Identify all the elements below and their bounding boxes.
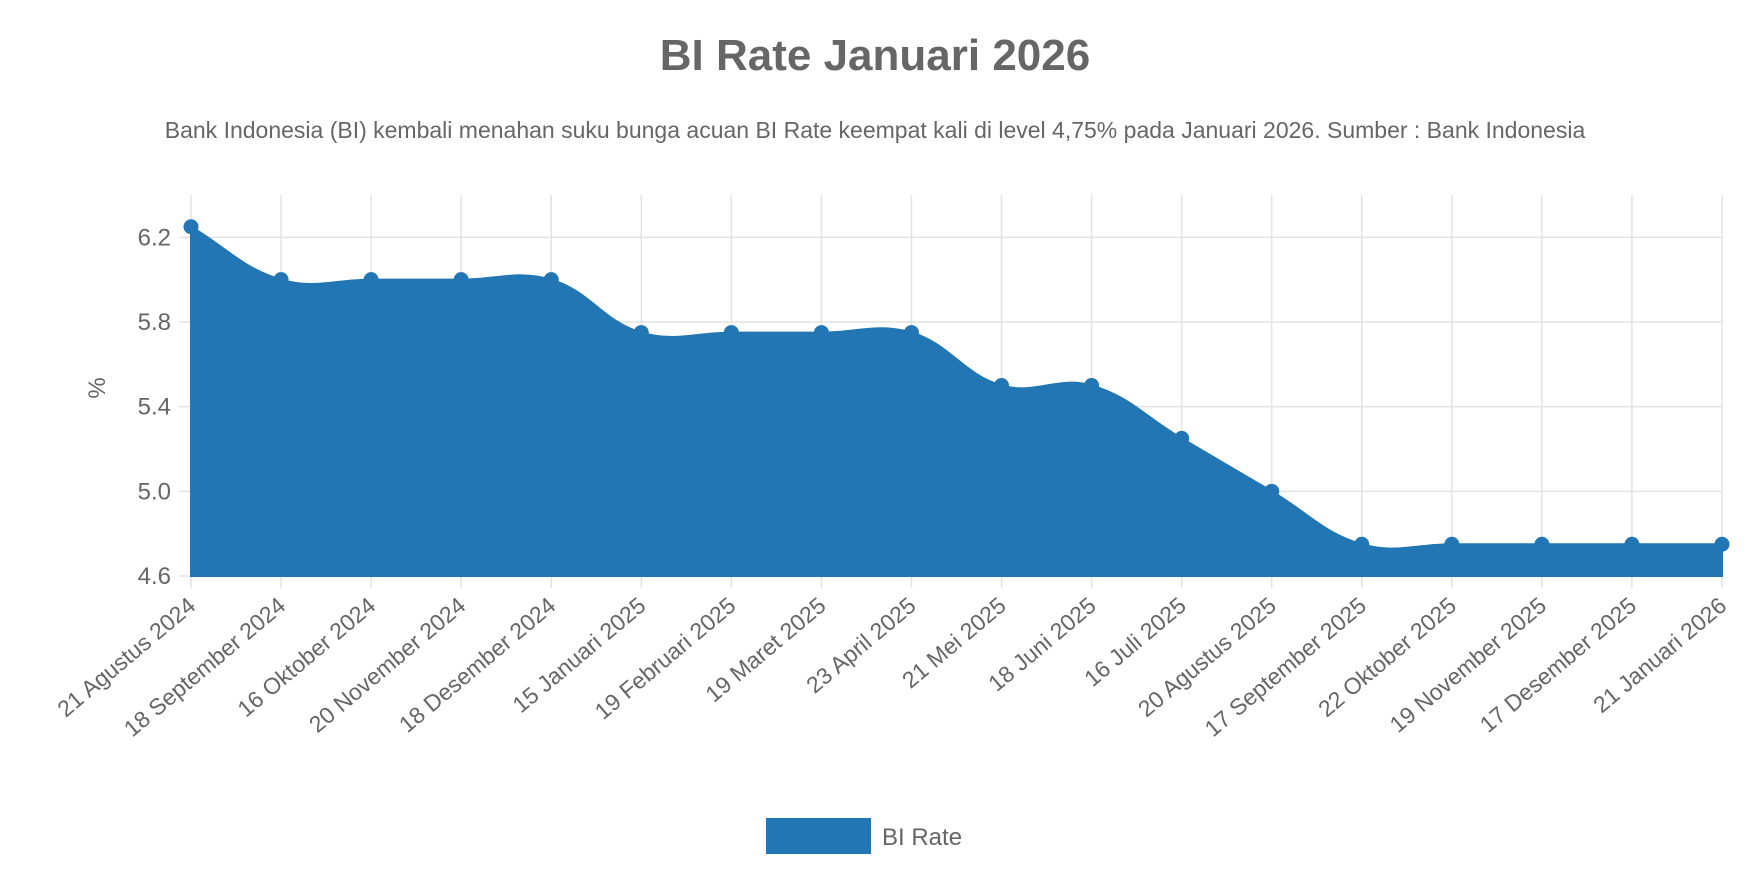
data-point	[1174, 430, 1190, 446]
data-point	[1084, 378, 1100, 393]
y-tick-label: 4.6	[138, 563, 171, 590]
x-tick-label: 19 November 2025	[1385, 592, 1552, 738]
legend[interactable]: BI Rate	[766, 818, 962, 854]
x-tick-label: 20 November 2024	[304, 592, 471, 738]
data-point	[633, 325, 649, 341]
y-axis-label: %	[84, 377, 111, 398]
series-area	[190, 225, 1723, 577]
data-point	[543, 272, 559, 288]
data-point	[1444, 536, 1460, 552]
data-point	[903, 325, 919, 341]
data-point	[1534, 536, 1550, 552]
data-point	[1354, 536, 1370, 552]
y-tick-label: 5.0	[138, 478, 171, 505]
legend-swatch	[766, 818, 871, 854]
data-point	[183, 219, 199, 235]
data-point	[994, 378, 1010, 393]
data-point	[723, 325, 739, 341]
x-tick-label: 18 September 2024	[119, 592, 291, 742]
x-tick-label: 17 Desember 2025	[1475, 592, 1642, 738]
x-tick-label: 17 September 2025	[1199, 592, 1370, 742]
series-points	[183, 219, 1730, 552]
chart-subtitle: Bank Indonesia (BI) kembali menahan suku…	[165, 117, 1586, 143]
legend-label: BI Rate	[882, 824, 962, 851]
y-tick-label: 5.4	[138, 394, 171, 421]
y-axis: 6.2 5.8 5.4 5.0 4.6	[138, 224, 171, 590]
data-point	[453, 272, 469, 288]
area-fill	[190, 225, 1723, 577]
data-point	[1624, 536, 1640, 552]
y-tick-label: 6.2	[138, 224, 171, 251]
data-point	[363, 272, 379, 288]
y-tick-label: 5.8	[138, 309, 171, 336]
data-point	[1264, 483, 1280, 499]
data-point	[273, 272, 289, 288]
data-point	[813, 325, 829, 341]
data-point	[1714, 536, 1730, 552]
x-tick-label: 18 Desember 2024	[394, 592, 561, 738]
chart-title: BI Rate Januari 2026	[660, 31, 1090, 80]
